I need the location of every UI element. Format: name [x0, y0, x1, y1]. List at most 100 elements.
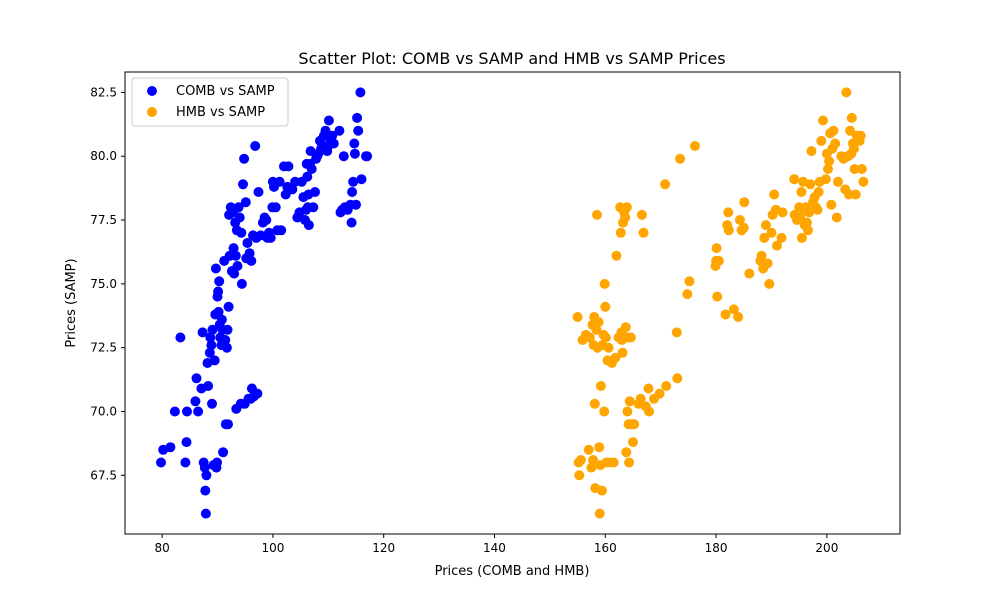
data-point	[592, 209, 602, 220]
data-point	[711, 243, 722, 254]
data-point	[197, 327, 208, 338]
series-comb	[156, 87, 373, 519]
data-point	[850, 189, 861, 200]
data-point	[739, 197, 750, 208]
data-point	[823, 164, 833, 174]
x-tick-label: 200	[815, 541, 838, 555]
data-point	[287, 184, 298, 195]
data-point	[242, 238, 253, 248]
plot-frame	[124, 71, 901, 535]
data-point	[203, 381, 214, 391]
data-point	[180, 457, 191, 468]
data-point	[766, 227, 777, 238]
data-point	[253, 187, 264, 197]
data-point	[265, 232, 276, 243]
data-point	[796, 187, 807, 197]
data-point	[638, 227, 649, 238]
data-points	[156, 87, 869, 519]
data-point	[671, 327, 682, 338]
x-tick-label: 160	[594, 541, 617, 555]
y-tick-label: 67.5	[90, 468, 117, 482]
data-point	[246, 255, 257, 266]
data-point	[591, 324, 602, 335]
data-point	[214, 276, 225, 287]
data-point	[826, 199, 837, 210]
data-point	[813, 187, 824, 197]
data-point	[584, 332, 595, 343]
data-point	[654, 388, 665, 399]
y-tick-label: 80.0	[90, 149, 117, 163]
data-point	[661, 381, 672, 391]
data-point	[238, 179, 248, 190]
data-point	[221, 342, 232, 353]
data-point	[816, 135, 827, 146]
data-point	[334, 125, 345, 136]
x-tick-label: 100	[261, 541, 284, 555]
data-point	[622, 406, 633, 417]
data-point	[603, 342, 614, 353]
data-point	[856, 164, 867, 174]
data-point	[818, 115, 828, 126]
data-point	[206, 340, 217, 351]
data-point	[356, 174, 367, 185]
data-point	[744, 268, 755, 279]
data-point	[233, 202, 244, 213]
data-point	[628, 437, 638, 448]
data-point	[624, 396, 635, 407]
data-point	[588, 455, 599, 465]
x-tick-label: 180	[705, 541, 728, 555]
data-point	[600, 332, 611, 343]
data-point	[760, 220, 771, 231]
data-point	[348, 176, 359, 187]
data-point	[306, 164, 317, 174]
data-point	[728, 304, 739, 315]
data-point	[182, 406, 192, 417]
y-tick-label: 72.5	[90, 341, 117, 355]
data-point	[586, 462, 597, 473]
series-hmb	[572, 87, 869, 519]
data-point	[682, 289, 693, 300]
data-point	[575, 455, 586, 465]
data-point	[762, 258, 773, 269]
data-point	[831, 212, 842, 223]
data-point	[209, 355, 220, 366]
data-point	[201, 470, 212, 481]
data-point	[200, 508, 211, 519]
data-point	[801, 217, 812, 228]
legend-marker-hmb	[147, 107, 157, 117]
data-point	[629, 419, 640, 430]
data-point	[796, 232, 807, 243]
data-point	[855, 130, 866, 141]
data-point	[220, 335, 231, 345]
data-point	[283, 161, 294, 172]
data-point	[574, 470, 585, 481]
data-point	[218, 447, 229, 458]
data-point	[302, 171, 313, 182]
data-point	[210, 263, 221, 274]
data-point	[720, 309, 731, 320]
data-point	[229, 268, 240, 279]
data-point	[169, 406, 180, 417]
data-point	[830, 138, 841, 149]
data-point	[594, 508, 605, 519]
data-point	[824, 156, 835, 167]
data-point	[624, 457, 635, 468]
x-tick-label: 120	[372, 541, 395, 555]
data-point	[841, 87, 852, 98]
data-point	[617, 347, 628, 358]
data-point	[621, 202, 632, 213]
data-point	[303, 220, 314, 231]
data-point	[199, 462, 210, 473]
data-point	[776, 232, 787, 243]
data-point	[213, 286, 224, 297]
data-point	[310, 187, 320, 197]
data-point	[156, 457, 166, 468]
data-point	[684, 276, 695, 287]
data-point	[756, 250, 767, 261]
data-point	[244, 248, 255, 259]
data-point	[595, 381, 606, 391]
data-point	[190, 396, 201, 407]
data-point	[772, 240, 782, 251]
data-point	[589, 398, 600, 409]
data-point	[672, 373, 683, 384]
